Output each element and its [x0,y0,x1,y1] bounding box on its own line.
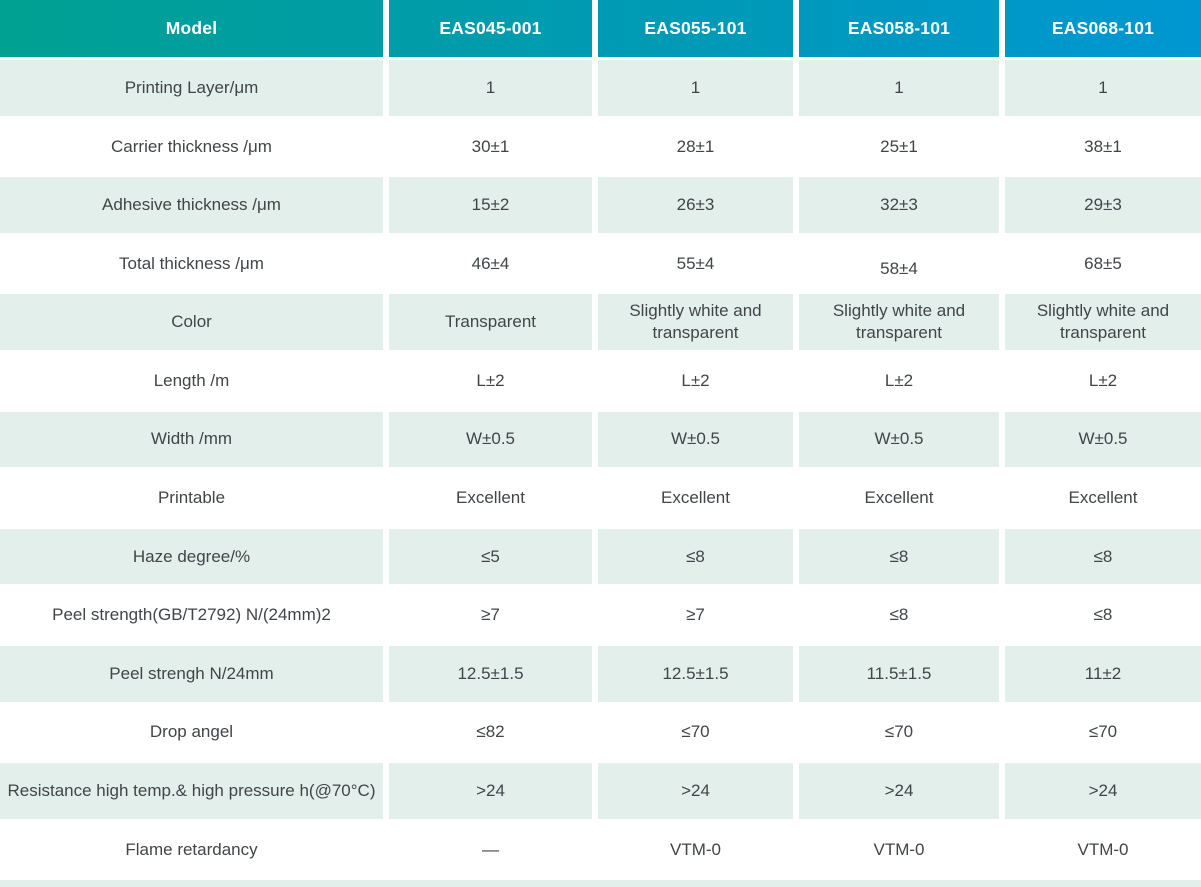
value-cell: 12.5±1.5 [598,645,793,702]
column-header-eas055-101: EAS055-101 [598,0,793,57]
value-cell: VTM-0 [799,821,999,878]
row-label: Width /mm [0,411,383,468]
value-cell: 11.5±1.5 [799,645,999,702]
value-cell: Slightly white and transparent [598,294,793,350]
value-cell: ≤8 [799,528,999,585]
value-cell: L±2 [799,352,999,409]
value-cell: ≥7 [598,587,793,643]
value-cell: W±0.5 [389,411,592,468]
value-cell: Excellent [389,470,592,526]
row-label: Drop angel [0,704,383,761]
value-cell: 29±3 [1005,177,1201,233]
value-cell: ≤70 [799,704,999,761]
value-cell: Transparent [389,294,592,350]
row-label: Printable [0,470,383,526]
value-cell: VTM-0 [1005,821,1201,878]
value-cell: W±0.5 [1005,411,1201,468]
row-label: Haze degree/% [0,528,383,585]
column-header-model: Model [0,0,383,57]
value-cell: 26±3 [598,177,793,233]
value-cell: 12.5±1.5 [389,645,592,702]
column-header-eas045-001: EAS045-001 [389,0,592,57]
value-cell: W±0.5 [598,411,793,468]
partial-next-row [0,880,1201,887]
value-cell: ≤70 [598,704,793,761]
value-cell: >24 [1005,763,1201,819]
value-cell: Excellent [598,470,793,526]
row-label: Carrier thickness /μm [0,118,383,175]
column-header-eas068-101: EAS068-101 [1005,0,1201,57]
value-cell: >24 [799,763,999,819]
value-cell: VTM-0 [598,821,793,878]
row-label: Length /m [0,352,383,409]
value-cell: 1 [598,60,793,116]
value-cell: ≤8 [598,528,793,585]
value-cell: 1 [389,60,592,116]
value-cell: 38±1 [1005,118,1201,175]
column-header-eas058-101: EAS058-101 [799,0,999,57]
value-cell: 28±1 [598,118,793,175]
value-cell: 25±1 [799,118,999,175]
value-cell: ≤70 [1005,704,1201,761]
value-cell: 68±5 [1005,235,1201,292]
value-cell: 1 [1005,60,1201,116]
value-cell: ≤82 [389,704,592,761]
value-cell: W±0.5 [799,411,999,468]
value-cell: Slightly white and transparent [1005,294,1201,350]
row-label: Peel strength(GB/T2792) N/(24mm)2 [0,587,383,643]
value-cell: L±2 [1005,352,1201,409]
value-cell: 15±2 [389,177,592,233]
row-label: Color [0,294,383,350]
value-cell: ≤5 [389,528,592,585]
row-label: Adhesive thickness /μm [0,177,383,233]
row-label: Peel strengh N/24mm [0,645,383,702]
value-cell: L±2 [598,352,793,409]
value-cell: Excellent [1005,470,1201,526]
row-label: Resistance high temp.& high pressure h(@… [0,763,383,819]
value-cell: 46±4 [389,235,592,292]
value-cell: 11±2 [1005,645,1201,702]
row-label: Total thickness /μm [0,235,383,292]
value-cell: 58±4 [799,235,999,292]
value-cell: 1 [799,60,999,116]
value-cell: 32±3 [799,177,999,233]
value-cell: 30±1 [389,118,592,175]
value-cell: ≥7 [389,587,592,643]
value-cell: ≤8 [799,587,999,643]
value-cell: L±2 [389,352,592,409]
value-cell: ≤8 [1005,587,1201,643]
value-cell: Slightly white and transparent [799,294,999,350]
value-cell: — [389,821,592,878]
value-cell: Excellent [799,470,999,526]
value-cell: ≤8 [1005,528,1201,585]
value-cell: 55±4 [598,235,793,292]
value-cell: >24 [389,763,592,819]
value-cell: >24 [598,763,793,819]
row-label: Printing Layer/μm [0,60,383,116]
row-label: Flame retardancy [0,821,383,878]
